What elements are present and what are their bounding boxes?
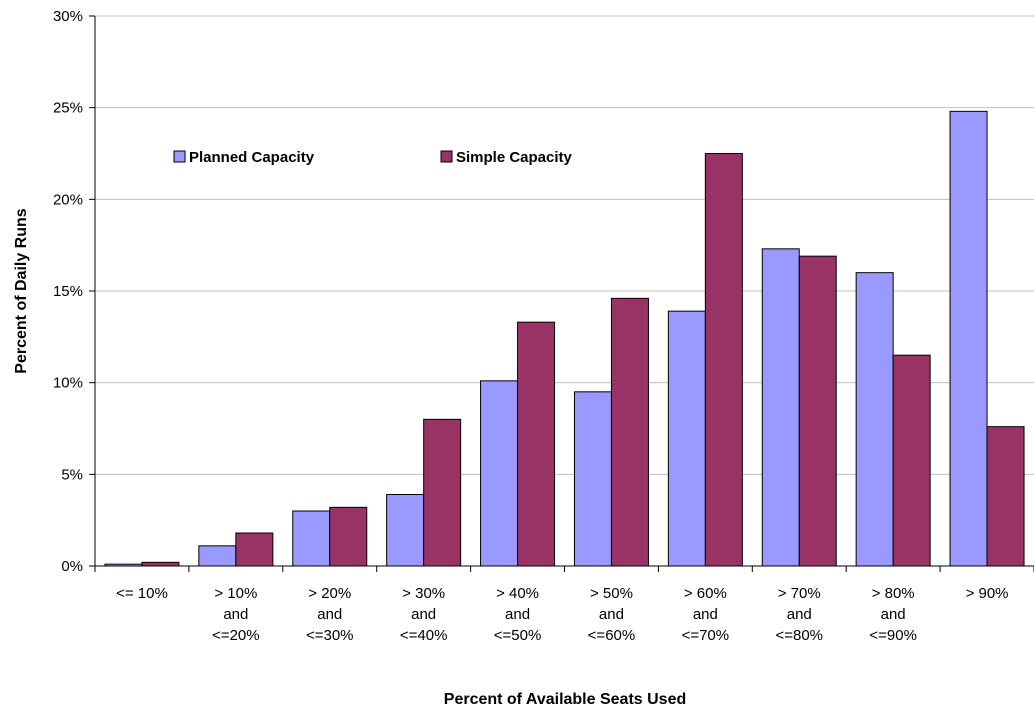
bars — [104, 110, 1025, 567]
x-axis-title: Percent of Available Seats Used — [444, 691, 686, 708]
bar-simple — [423, 418, 462, 567]
x-tick-label: > 30% and <=40% — [400, 585, 448, 644]
bar-simple — [235, 532, 274, 567]
y-tick-label: 25% — [53, 100, 83, 117]
legend-label: Planned Capacity — [189, 149, 315, 166]
bar-planned — [573, 391, 612, 567]
bar-planned — [667, 310, 706, 567]
x-tick-label: > 90% — [966, 585, 1009, 602]
x-tick-label: > 10% and <=20% — [212, 585, 260, 644]
bar-planned — [386, 494, 425, 567]
bar-simple — [704, 153, 743, 567]
y-tick-label: 10% — [53, 375, 83, 392]
x-tick-label: > 50% and <=60% — [588, 585, 636, 644]
y-tick-label: 15% — [53, 283, 83, 300]
y-tick-label: 30% — [53, 8, 83, 25]
bar-simple — [610, 297, 649, 567]
legend: Planned Capacity Simple Capacity — [173, 149, 573, 166]
axes — [89, 15, 1034, 572]
bar-planned — [198, 545, 237, 567]
bar-planned — [292, 510, 331, 567]
y-tick-label: 20% — [53, 191, 83, 208]
legend-swatch — [440, 150, 453, 163]
x-tick-label: > 70% and <=80% — [775, 585, 823, 644]
x-tick-label: > 80% and <=90% — [869, 585, 917, 644]
bar-simple — [798, 255, 837, 567]
bar-simple — [517, 321, 556, 567]
bar-planned — [855, 272, 894, 567]
bar-simple — [892, 354, 931, 567]
legend-swatch — [173, 150, 186, 163]
x-tick-label: > 20% and <=30% — [306, 585, 354, 644]
bar-planned — [761, 248, 800, 567]
x-tick-label: > 40% and <=50% — [494, 585, 542, 644]
bar-planned — [949, 110, 988, 567]
y-tick-label: 5% — [61, 466, 83, 483]
y-tick-labels: 0% 5% 10% 15% 20% 25% 30% — [53, 8, 83, 575]
bar-simple — [141, 561, 180, 567]
y-tick-label: 0% — [61, 558, 83, 575]
legend-label: Simple Capacity — [456, 149, 573, 166]
bar-simple — [986, 426, 1025, 567]
x-tick-label: > 60% and <=70% — [682, 585, 730, 644]
bar-simple — [329, 506, 368, 567]
x-tick-label: <= 10% — [116, 585, 168, 602]
bar-planned — [480, 380, 519, 567]
y-axis-title: Percent of Daily Runs — [13, 208, 30, 373]
x-tick-labels: <= 10% > 10% and <=20% > 20% and <=30% > 30% and… — [116, 585, 1008, 644]
